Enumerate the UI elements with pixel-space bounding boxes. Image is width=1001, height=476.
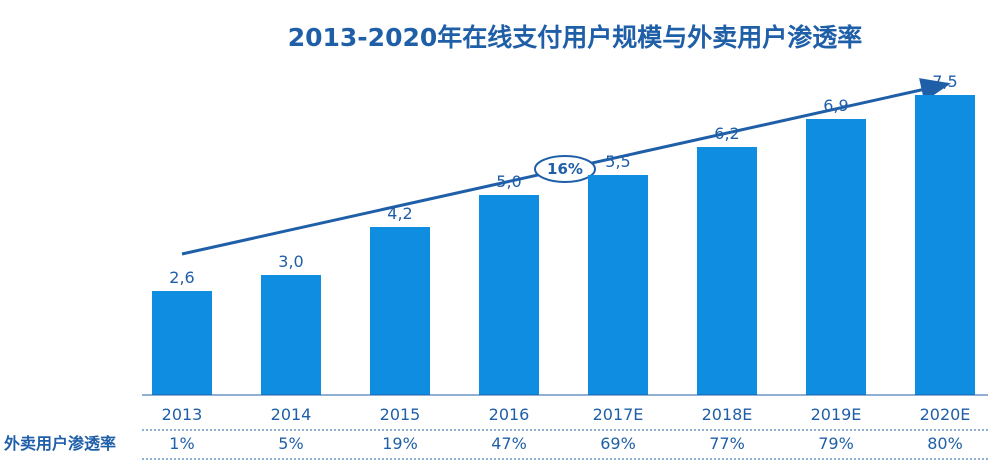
x-tick-label-2014: 2014 — [271, 405, 312, 424]
value-label-2019E: 6,9 — [823, 96, 848, 115]
value-label-2016: 5,0 — [496, 172, 521, 191]
bar-2017E — [588, 175, 648, 395]
table-cell-2013: 1% — [169, 434, 194, 453]
x-tick-label-2016: 2016 — [489, 405, 530, 424]
x-tick-label-2020E: 2020E — [920, 405, 971, 424]
bar-2020E — [915, 95, 975, 395]
table-cell-2017E: 69% — [600, 434, 636, 453]
table-cell-2018E: 77% — [709, 434, 745, 453]
x-tick-label-2018E: 2018E — [702, 405, 753, 424]
chart-title: 2013-2020年在线支付用户规模与外卖用户渗透率 — [288, 23, 863, 52]
table-row-label: 外卖用户渗透率 — [3, 434, 116, 453]
table-cell-2019E: 79% — [818, 434, 854, 453]
value-label-2013: 2,6 — [169, 268, 194, 287]
table-cell-2014: 5% — [278, 434, 303, 453]
table-cell-2016: 47% — [491, 434, 527, 453]
bar-2013 — [152, 291, 212, 395]
value-label-2018E: 6,2 — [714, 124, 739, 143]
growth-annotation: 16% — [547, 160, 583, 178]
value-label-2014: 3,0 — [278, 252, 303, 271]
table-cell-2020E: 80% — [927, 434, 963, 453]
value-label-2017E: 5,5 — [605, 152, 630, 171]
x-tick-label-2015: 2015 — [380, 405, 421, 424]
table-cell-2015: 19% — [382, 434, 418, 453]
x-tick-label-2013: 2013 — [162, 405, 203, 424]
bar-2014 — [261, 275, 321, 395]
bar-2015 — [370, 227, 430, 395]
growth-annotation-badge — [534, 155, 596, 183]
x-tick-label-2017E: 2017E — [593, 405, 644, 424]
bar-2019E — [806, 119, 866, 395]
bar-2018E — [697, 147, 757, 395]
x-tick-label-2019E: 2019E — [811, 405, 862, 424]
value-label-2020E: 7,5 — [932, 72, 957, 91]
bar-2016 — [479, 195, 539, 395]
value-label-2015: 4,2 — [387, 204, 412, 223]
